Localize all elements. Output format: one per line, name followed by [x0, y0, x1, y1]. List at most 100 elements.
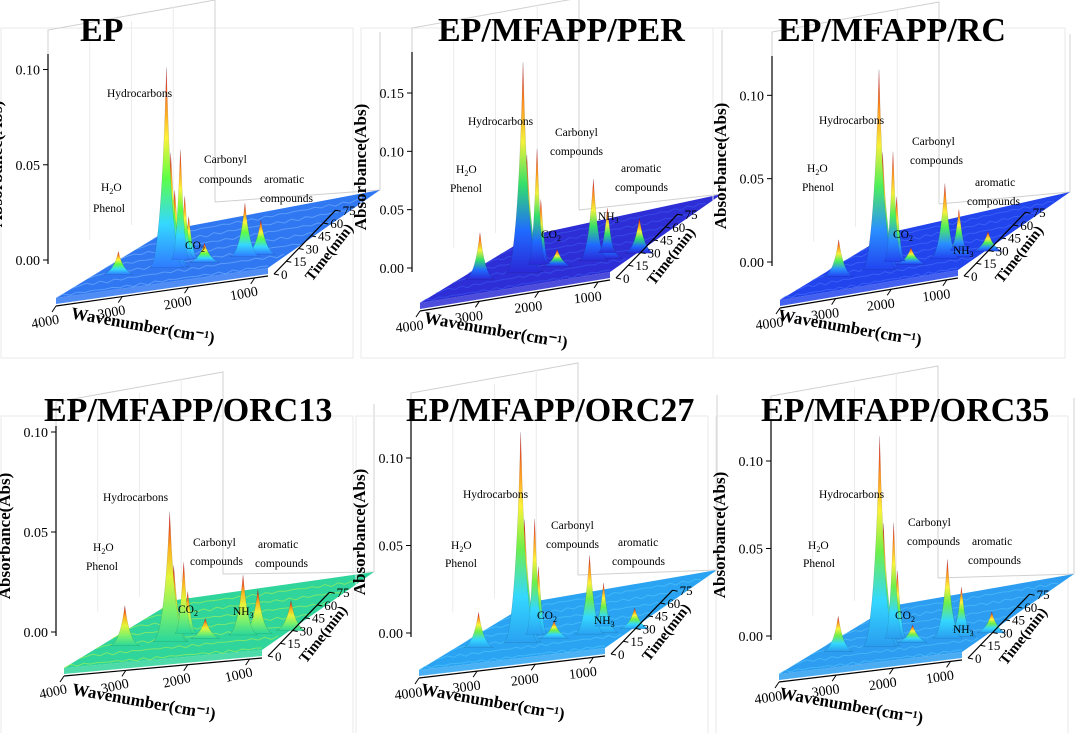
- y-tick-mark: [267, 655, 274, 658]
- y-tick-mark: [292, 629, 298, 632]
- y-tick-label: 75: [337, 585, 350, 600]
- y-tick-label: 30: [1000, 625, 1013, 640]
- y-tick-label: 15: [287, 636, 300, 651]
- y-tick-label: 0: [618, 647, 625, 662]
- x-tick-mark: [593, 281, 599, 289]
- y-tick-label: 0: [623, 271, 630, 286]
- y-tick-mark: [329, 591, 335, 594]
- x-tick-mark: [886, 288, 892, 296]
- x-axis-title: Wavenumber(cm⁻¹): [778, 684, 924, 728]
- y-tick-label: 30: [300, 623, 313, 638]
- y-tick-label: 15: [293, 254, 306, 269]
- x-tick-mark: [415, 310, 421, 318]
- peak-annotations: Hydrocarbons H2O Phenol Carbonyl compounds ar…: [803, 489, 1022, 638]
- y-tick-label: 0: [275, 649, 282, 664]
- annotation-ph: Phenol: [445, 558, 477, 570]
- peak-echo: [173, 562, 194, 634]
- annotation-aro: aromatic: [621, 163, 661, 175]
- annotation-aro2: compounds: [967, 196, 1021, 208]
- annotation-carb: Carbonyl: [204, 154, 247, 166]
- annotation-carb2: compounds: [546, 539, 600, 551]
- y-tick-label: 45: [318, 229, 331, 244]
- peak-echo: [593, 582, 614, 627]
- peak-carbonyl-compounds: [578, 179, 608, 262]
- panel-2-title: EP/MFAPP/PER: [438, 12, 685, 49]
- y-tick-label: 75: [343, 203, 356, 218]
- z-tick-label: 0.05: [739, 543, 764, 558]
- absorbance-axis: 0.00 0.05 0.10 Absorbance(Abs): [711, 56, 773, 271]
- x-tick-mark: [472, 670, 478, 678]
- x-tick-label: 4000: [754, 689, 784, 708]
- y-tick-label: 0: [281, 267, 288, 282]
- y-tick-label: 60: [672, 220, 685, 235]
- y-tick-mark: [628, 264, 634, 267]
- x-tick-mark: [245, 658, 251, 666]
- panel-frame: [712, 27, 1066, 359]
- y-tick-mark: [310, 235, 317, 238]
- z-tick-label: 0.00: [380, 262, 405, 277]
- x-tick-label: 3000: [100, 677, 131, 698]
- panel-frame: [715, 415, 1069, 733]
- x-tick-label: 4000: [755, 315, 785, 333]
- peak-nh-: [973, 230, 1003, 252]
- annotation-carb2: compounds: [910, 155, 964, 167]
- surface-floor: [419, 194, 722, 309]
- x-tick-label: 2000: [510, 672, 540, 690]
- z-tick-label: 0.05: [380, 204, 405, 219]
- z-axis-title: Absorbance(Abs): [710, 472, 729, 599]
- annotation-hc: Hydrocarbons: [463, 489, 529, 501]
- y-tick-mark: [640, 251, 646, 254]
- peaks: [823, 436, 1007, 652]
- absorbance-axis: 0.00 0.05 0.10 0.15 Absorbance(Abs): [351, 52, 413, 277]
- annotation-aro2: compounds: [968, 555, 1022, 567]
- annotation-h2o: H2O: [451, 540, 472, 554]
- peak-h-o-phenol: [464, 612, 494, 648]
- x-tick-mark: [184, 286, 189, 294]
- annotation-carb: Carbonyl: [551, 520, 594, 532]
- peak-echo: [597, 207, 618, 254]
- x-tick-label: 1000: [925, 669, 955, 688]
- y-tick-label: 30: [306, 241, 319, 256]
- peaks: [103, 67, 276, 275]
- peak-annotations: Hydrocarbons H2O Phenol Carbonyl compounds ar…: [445, 489, 666, 629]
- y-tick-label: 45: [1012, 613, 1025, 628]
- peak-echo: [883, 151, 903, 262]
- y-tick-mark: [1004, 619, 1011, 622]
- z-tick-label: 0.10: [24, 426, 49, 441]
- y-tick-label: 45: [660, 233, 673, 248]
- panel-4-title: EP/MFAPP/ORC13: [44, 392, 333, 429]
- z-tick-label: 0.05: [379, 540, 404, 555]
- y-tick-label: 75: [1033, 205, 1046, 220]
- absorbance-axis: 0.00 0.05 0.10 Absorbance(Abs): [350, 417, 412, 642]
- peak-aromatic-compounds: [246, 219, 276, 255]
- peak-echo: [527, 148, 547, 265]
- z-tick-label: 0.10: [740, 89, 765, 104]
- peak-carbonyl-compounds: [230, 203, 260, 257]
- peak-nh-: [977, 610, 1007, 634]
- y-tick-label: 15: [630, 634, 643, 649]
- peaks: [464, 432, 650, 648]
- x-tick-mark: [534, 291, 540, 298]
- annotation-aro: aromatic: [975, 177, 1015, 189]
- peak-nh-: [620, 606, 650, 630]
- x-tick-mark: [530, 663, 536, 671]
- y-tick-mark: [610, 653, 617, 656]
- x-tick-label: 3000: [810, 306, 840, 324]
- peaks: [465, 62, 654, 280]
- annotation-hc: Hydrocarbons: [819, 115, 885, 127]
- x-tick-label: 3000: [454, 309, 483, 327]
- peaks: [824, 69, 1003, 277]
- panel-frame: [0, 27, 354, 359]
- y-tick-mark: [660, 602, 666, 605]
- annotation-hc: Hydrocarbons: [468, 116, 534, 128]
- annotation-carb: Carbonyl: [912, 136, 955, 148]
- x-axis-title: Wavenumber(cm⁻¹): [420, 680, 566, 724]
- z-axis-title: Absorbance(Abs): [0, 101, 6, 228]
- z-tick-label: 0.00: [740, 256, 765, 271]
- x-axis-title: Wavenumber(cm⁻¹): [70, 304, 216, 348]
- x-tick-mark: [59, 675, 65, 683]
- peak-co-: [898, 624, 928, 643]
- x-tick-mark: [183, 664, 189, 672]
- annotation-co2: CO2: [893, 229, 913, 243]
- z-tick-label: 0.00: [24, 626, 49, 641]
